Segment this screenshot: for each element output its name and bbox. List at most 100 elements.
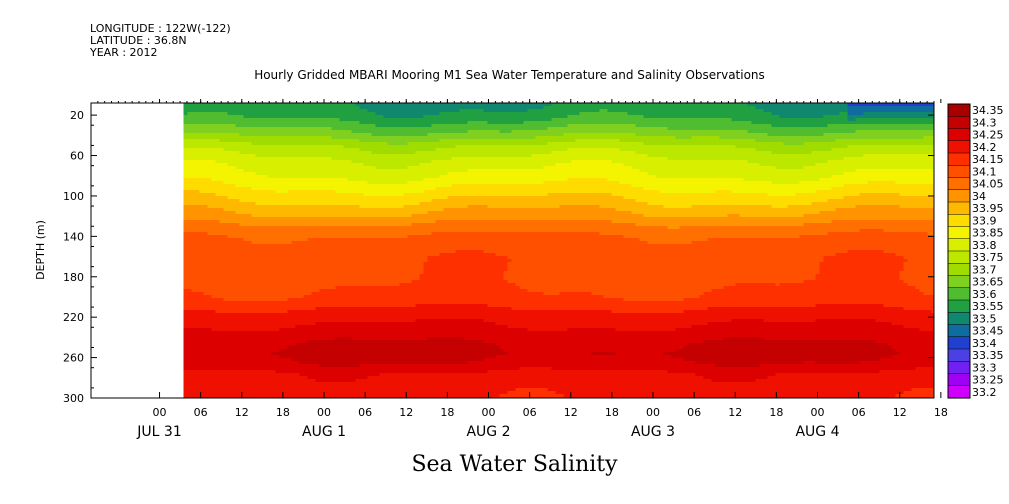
heatmap-cell bbox=[271, 331, 276, 335]
heatmap-cell bbox=[339, 115, 344, 119]
heatmap-cell bbox=[287, 217, 292, 221]
heatmap-cell bbox=[215, 379, 220, 383]
heatmap-cell bbox=[235, 307, 240, 311]
heatmap-cell bbox=[291, 337, 296, 341]
heatmap-cell bbox=[371, 376, 376, 380]
heatmap-cell bbox=[319, 391, 324, 395]
heatmap-cell bbox=[351, 148, 356, 152]
heatmap-cell bbox=[263, 355, 268, 359]
heatmap-cell bbox=[371, 151, 376, 155]
heatmap-cell bbox=[311, 313, 316, 317]
heatmap-cell bbox=[331, 346, 336, 350]
heatmap-cell bbox=[211, 373, 216, 377]
heatmap-cell bbox=[315, 178, 320, 182]
heatmap-cell bbox=[351, 106, 356, 110]
heatmap-cell bbox=[211, 244, 216, 248]
heatmap-cell bbox=[223, 316, 228, 320]
heatmap-cell bbox=[199, 217, 204, 221]
heatmap-cell bbox=[251, 349, 256, 353]
heatmap-cell bbox=[275, 238, 280, 242]
heatmap-cell bbox=[191, 388, 196, 392]
heatmap-cell bbox=[303, 103, 308, 107]
heatmap-cell bbox=[363, 208, 368, 212]
heatmap-cell bbox=[247, 250, 252, 254]
heatmap-cell bbox=[199, 244, 204, 248]
heatmap-cell bbox=[239, 376, 244, 380]
heatmap-cell bbox=[347, 286, 352, 290]
heatmap-cell bbox=[183, 304, 188, 308]
heatmap-cell bbox=[207, 217, 212, 221]
heatmap-cell bbox=[227, 247, 232, 251]
heatmap-cell bbox=[355, 145, 360, 149]
heatmap-cell bbox=[279, 241, 284, 245]
heatmap-cell bbox=[187, 148, 192, 152]
heatmap-cell bbox=[275, 304, 280, 308]
heatmap-cell bbox=[243, 217, 248, 221]
heatmap-cell bbox=[283, 124, 288, 128]
heatmap-cell bbox=[327, 325, 332, 329]
heatmap-cell bbox=[355, 256, 360, 260]
heatmap-cell bbox=[239, 187, 244, 191]
heatmap-cell bbox=[223, 367, 228, 371]
heatmap-cell bbox=[319, 124, 324, 128]
heatmap-cell bbox=[271, 382, 276, 386]
heatmap-cell bbox=[191, 349, 196, 353]
heatmap-cell bbox=[243, 118, 248, 122]
heatmap-cell bbox=[247, 244, 252, 248]
heatmap-cell bbox=[295, 241, 300, 245]
heatmap-cell bbox=[379, 391, 384, 395]
heatmap-cell bbox=[223, 337, 228, 341]
heatmap-cell bbox=[335, 388, 340, 392]
heatmap-cell bbox=[183, 217, 188, 221]
heatmap-cell bbox=[307, 133, 312, 137]
heatmap-cell bbox=[191, 211, 196, 215]
heatmap-cell bbox=[363, 373, 368, 377]
heatmap-cell bbox=[215, 103, 220, 107]
heatmap-cell bbox=[283, 301, 288, 305]
heatmap-cell bbox=[211, 184, 216, 188]
heatmap-cell bbox=[227, 205, 232, 209]
heatmap-cell bbox=[271, 286, 276, 290]
heatmap-cell bbox=[251, 325, 256, 329]
heatmap-cell bbox=[311, 142, 316, 146]
heatmap-cell bbox=[247, 358, 252, 362]
heatmap-cell bbox=[275, 310, 280, 314]
heatmap-cell bbox=[323, 331, 328, 335]
heatmap-cell bbox=[347, 274, 352, 278]
heatmap-cell bbox=[291, 316, 296, 320]
heatmap-cell bbox=[207, 118, 212, 122]
heatmap-cell bbox=[291, 382, 296, 386]
heatmap-cell bbox=[243, 151, 248, 155]
heatmap-cell bbox=[303, 250, 308, 254]
heatmap-cell bbox=[323, 175, 328, 179]
heatmap-cell bbox=[199, 379, 204, 383]
heatmap-cell bbox=[279, 301, 284, 305]
heatmap-cell bbox=[331, 133, 336, 137]
heatmap-cell bbox=[367, 148, 372, 152]
heatmap-cell bbox=[291, 292, 296, 296]
heatmap-cell bbox=[195, 160, 200, 164]
heatmap-cell bbox=[211, 283, 216, 287]
heatmap-cell bbox=[303, 208, 308, 212]
heatmap-cell bbox=[363, 178, 368, 182]
heatmap-cell bbox=[303, 193, 308, 197]
heatmap-cell bbox=[371, 202, 376, 206]
heatmap-cell bbox=[339, 286, 344, 290]
heatmap-cell bbox=[299, 241, 304, 245]
heatmap-cell bbox=[327, 151, 332, 155]
heatmap-cell bbox=[291, 370, 296, 374]
heatmap-cell bbox=[303, 181, 308, 185]
heatmap-cell bbox=[247, 268, 252, 272]
heatmap-cell bbox=[187, 367, 192, 371]
heatmap-cell bbox=[199, 262, 204, 266]
heatmap-cell bbox=[331, 280, 336, 284]
heatmap-cell bbox=[371, 190, 376, 194]
heatmap-cell bbox=[215, 313, 220, 317]
heatmap-cell bbox=[307, 298, 312, 302]
heatmap-cell bbox=[267, 130, 272, 134]
heatmap-cell bbox=[295, 169, 300, 173]
heatmap-cell bbox=[191, 391, 196, 395]
heatmap-cell bbox=[259, 112, 264, 116]
heatmap-cell bbox=[295, 313, 300, 317]
heatmap-cell bbox=[263, 385, 268, 389]
